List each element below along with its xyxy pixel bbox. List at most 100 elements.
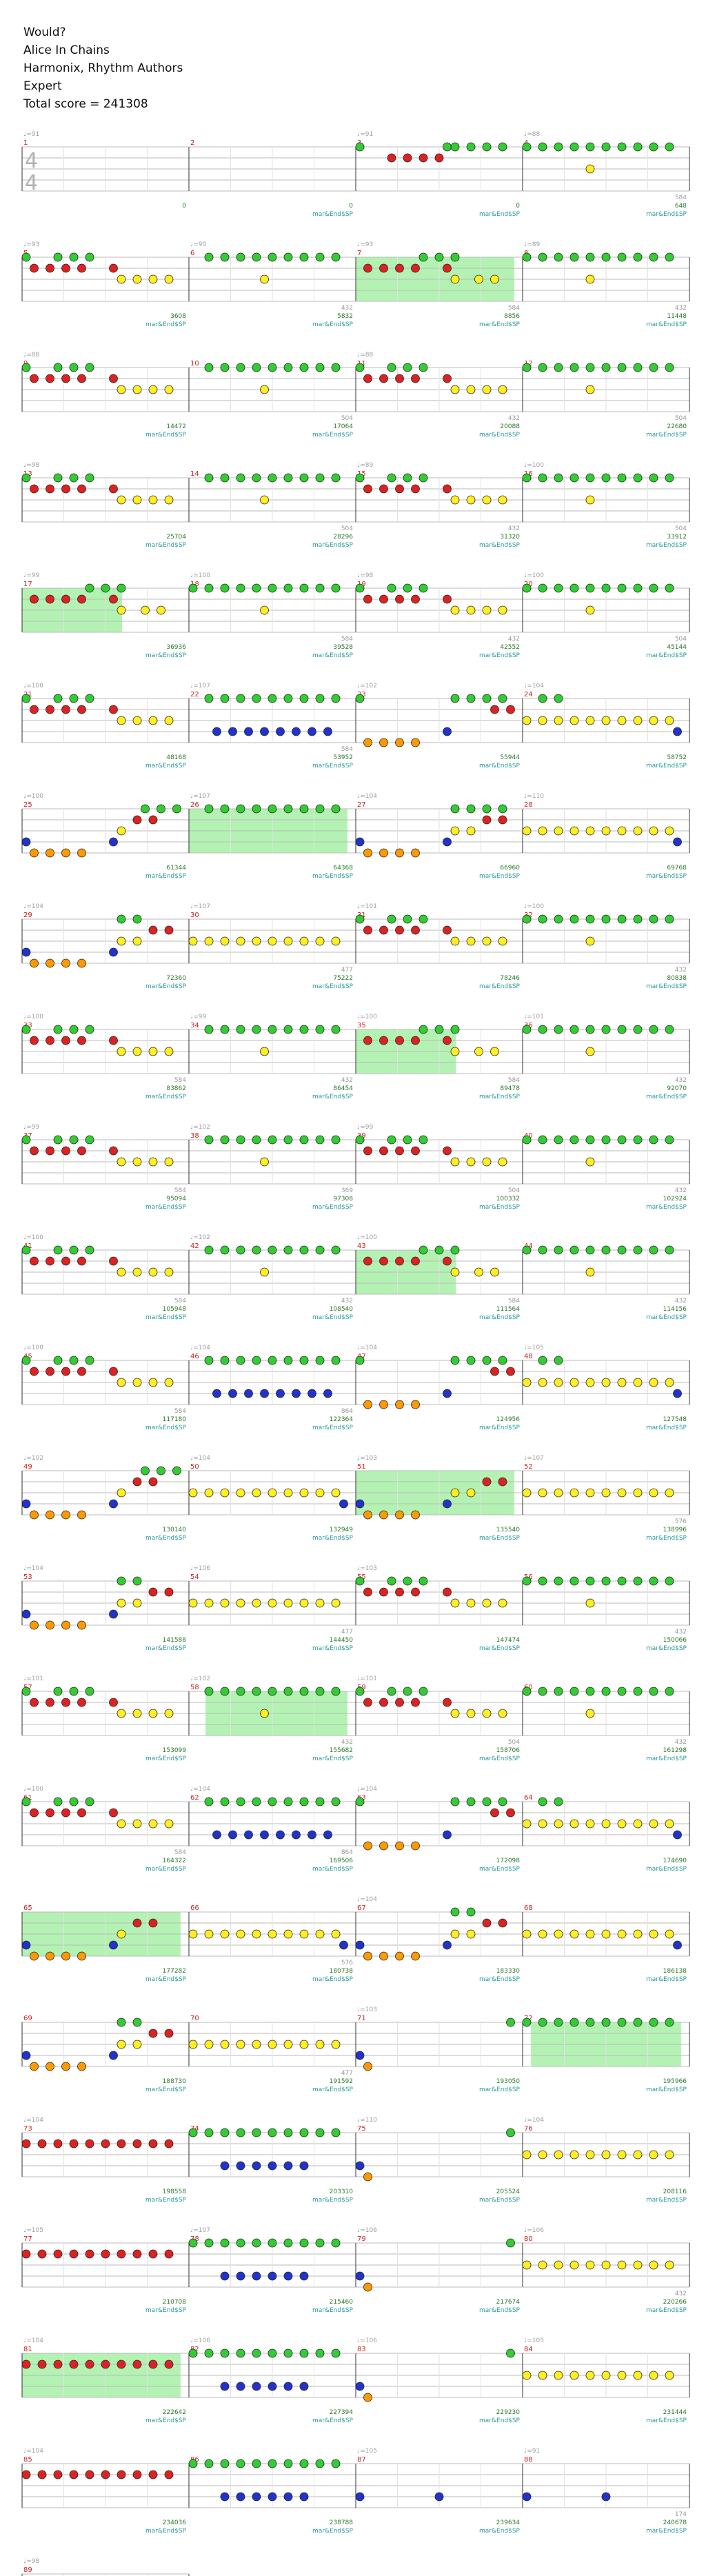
note-green xyxy=(538,1135,547,1145)
cumulative-score: 97308 xyxy=(333,1196,353,1203)
note-yellow xyxy=(482,1157,492,1167)
note-yellow xyxy=(132,1047,142,1056)
note-red xyxy=(117,2470,126,2479)
note-blue xyxy=(323,1830,332,1840)
measure-number: 64 xyxy=(524,1794,533,1802)
phrase-score: 432 xyxy=(341,1077,353,1084)
note-green xyxy=(283,1797,293,1807)
note-yellow xyxy=(601,1819,611,1829)
note-green xyxy=(554,914,563,924)
note-orange xyxy=(379,1400,388,1409)
tempo-marker: ♩=100 xyxy=(357,1014,377,1020)
note-yellow xyxy=(148,274,158,284)
note-red xyxy=(30,705,39,714)
big-rock-ending-label: mar&End$SP xyxy=(145,2197,187,2204)
note-yellow xyxy=(315,1598,325,1608)
note-yellow xyxy=(450,1157,460,1167)
note-yellow xyxy=(538,1488,547,1498)
note-green xyxy=(538,2017,547,2027)
measure-number: 84 xyxy=(524,2346,533,2353)
note-yellow xyxy=(450,1488,460,1498)
note-yellow xyxy=(117,1819,126,1829)
note-green xyxy=(569,142,579,152)
note-orange xyxy=(363,1951,372,1961)
note-orange xyxy=(411,1951,420,1961)
note-green xyxy=(204,583,214,593)
note-green xyxy=(665,914,674,924)
cumulative-score: 158706 xyxy=(496,1747,521,1754)
measure: 1250422680mar&End$SP xyxy=(522,360,690,439)
note-red xyxy=(395,374,404,383)
big-rock-ending-label: mar&End$SP xyxy=(145,1094,187,1100)
phrase-score: 864 xyxy=(341,1849,353,1856)
note-green xyxy=(283,1687,293,1696)
phrase-score: 432 xyxy=(675,1077,687,1084)
tempo-marker: ♩=89 xyxy=(357,462,374,469)
measure: ♩=10061584164322mar&End$SP xyxy=(21,1786,190,1873)
note-orange xyxy=(363,2282,372,2292)
cumulative-score: 648 xyxy=(675,203,687,210)
charter-name: Harmonix, Rhythm Authors xyxy=(23,61,183,75)
cumulative-score: 210708 xyxy=(163,2299,187,2306)
note-orange xyxy=(77,2062,86,2071)
note-blue xyxy=(292,727,301,736)
note-yellow xyxy=(601,2371,611,2380)
note-green xyxy=(252,252,261,262)
big-rock-ending-label: mar&End$SP xyxy=(479,1755,521,1762)
note-yellow xyxy=(252,936,261,946)
phrase-score: 584 xyxy=(508,1077,520,1084)
note-green xyxy=(466,1907,476,1917)
cumulative-score: 86454 xyxy=(333,1085,353,1092)
big-rock-ending-label: mar&End$SP xyxy=(646,2417,687,2424)
measure-number: 81 xyxy=(23,2346,32,2353)
note-green xyxy=(418,1687,428,1696)
note-blue xyxy=(244,1830,253,1840)
note-green xyxy=(268,1356,277,1365)
tempo-marker: ♩=110 xyxy=(524,793,544,800)
tempo-marker: ♩=100 xyxy=(23,1234,43,1241)
note-orange xyxy=(363,2393,372,2402)
note-green xyxy=(387,1576,396,1586)
note-green xyxy=(204,694,214,703)
note-green xyxy=(434,252,444,262)
note-blue xyxy=(443,727,452,736)
note-green xyxy=(355,694,365,703)
note-red xyxy=(109,594,118,604)
note-blue xyxy=(283,2161,293,2171)
note-orange xyxy=(61,1620,70,1630)
note-green xyxy=(204,2348,214,2358)
note-yellow xyxy=(601,1378,611,1387)
note-green xyxy=(522,583,532,593)
note-green xyxy=(538,1356,547,1365)
note-green xyxy=(585,583,595,593)
note-yellow xyxy=(554,2260,563,2270)
note-red xyxy=(53,2359,63,2369)
note-blue xyxy=(220,2382,230,2391)
measure-number: 30 xyxy=(190,912,199,919)
note-green xyxy=(331,1245,341,1255)
note-red xyxy=(148,1918,158,1928)
tempo-marker: ♩=91 xyxy=(524,2448,540,2455)
note-yellow xyxy=(117,385,126,394)
measure: ♩=10159504158706mar&End$SP xyxy=(355,1676,523,1762)
note-green xyxy=(418,1135,428,1145)
note-red xyxy=(395,484,404,494)
note-green xyxy=(443,142,452,152)
note-green xyxy=(252,1797,261,1807)
note-red xyxy=(69,2359,79,2369)
note-red xyxy=(411,1587,420,1597)
note-yellow xyxy=(538,826,547,836)
note-green xyxy=(21,1245,31,1255)
measure: 60432161298mar&End$SP xyxy=(522,1684,690,1762)
note-green xyxy=(498,694,507,703)
note-green xyxy=(538,1025,547,1034)
note-green xyxy=(331,2238,341,2248)
cumulative-score: 28296 xyxy=(333,534,353,541)
note-yellow xyxy=(633,1378,643,1387)
note-green xyxy=(236,1135,245,1145)
